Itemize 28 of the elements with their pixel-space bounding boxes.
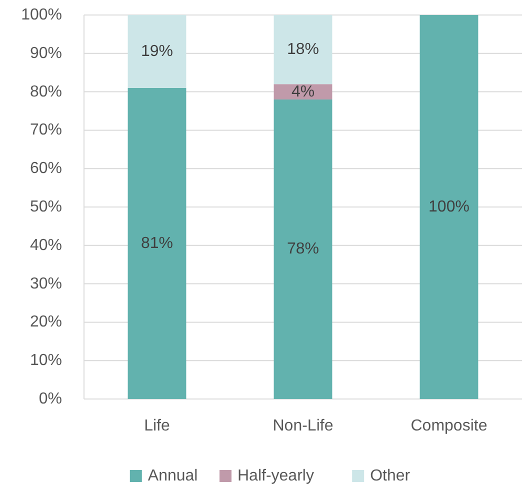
bar bbox=[274, 15, 332, 84]
data-label: 19% bbox=[140, 42, 174, 60]
legend-label: Annual bbox=[148, 468, 198, 484]
y-tick-label: 0% bbox=[38, 390, 62, 408]
legend-label: Half-yearly bbox=[238, 468, 314, 484]
data-label: 81% bbox=[140, 234, 174, 252]
y-tick-label: 30% bbox=[30, 275, 62, 292]
y-tick-label: 70% bbox=[30, 122, 62, 139]
y-tick-label: 90% bbox=[30, 44, 62, 62]
data-label: 18% bbox=[286, 41, 320, 58]
data-label: 100% bbox=[428, 198, 470, 216]
data-label: 4% bbox=[291, 83, 315, 100]
y-tick-label: 100% bbox=[21, 6, 62, 24]
x-tick-label: Composite bbox=[410, 418, 488, 434]
bar bbox=[128, 15, 186, 88]
x-tick-label: Life bbox=[144, 418, 170, 434]
y-tick-label: 40% bbox=[30, 236, 62, 254]
y-tick-label: 60% bbox=[30, 160, 62, 178]
y-tick-label: 20% bbox=[30, 314, 62, 331]
bar bbox=[420, 15, 478, 399]
bar bbox=[274, 99, 332, 399]
data-label: 78% bbox=[286, 240, 320, 258]
y-tick-label: 80% bbox=[30, 83, 62, 100]
legend-label: Other bbox=[370, 468, 411, 484]
y-tick-label: 10% bbox=[30, 352, 62, 370]
bar bbox=[128, 88, 186, 399]
y-tick-label: 50% bbox=[30, 198, 62, 216]
x-tick-label: Non-Life bbox=[272, 418, 334, 434]
